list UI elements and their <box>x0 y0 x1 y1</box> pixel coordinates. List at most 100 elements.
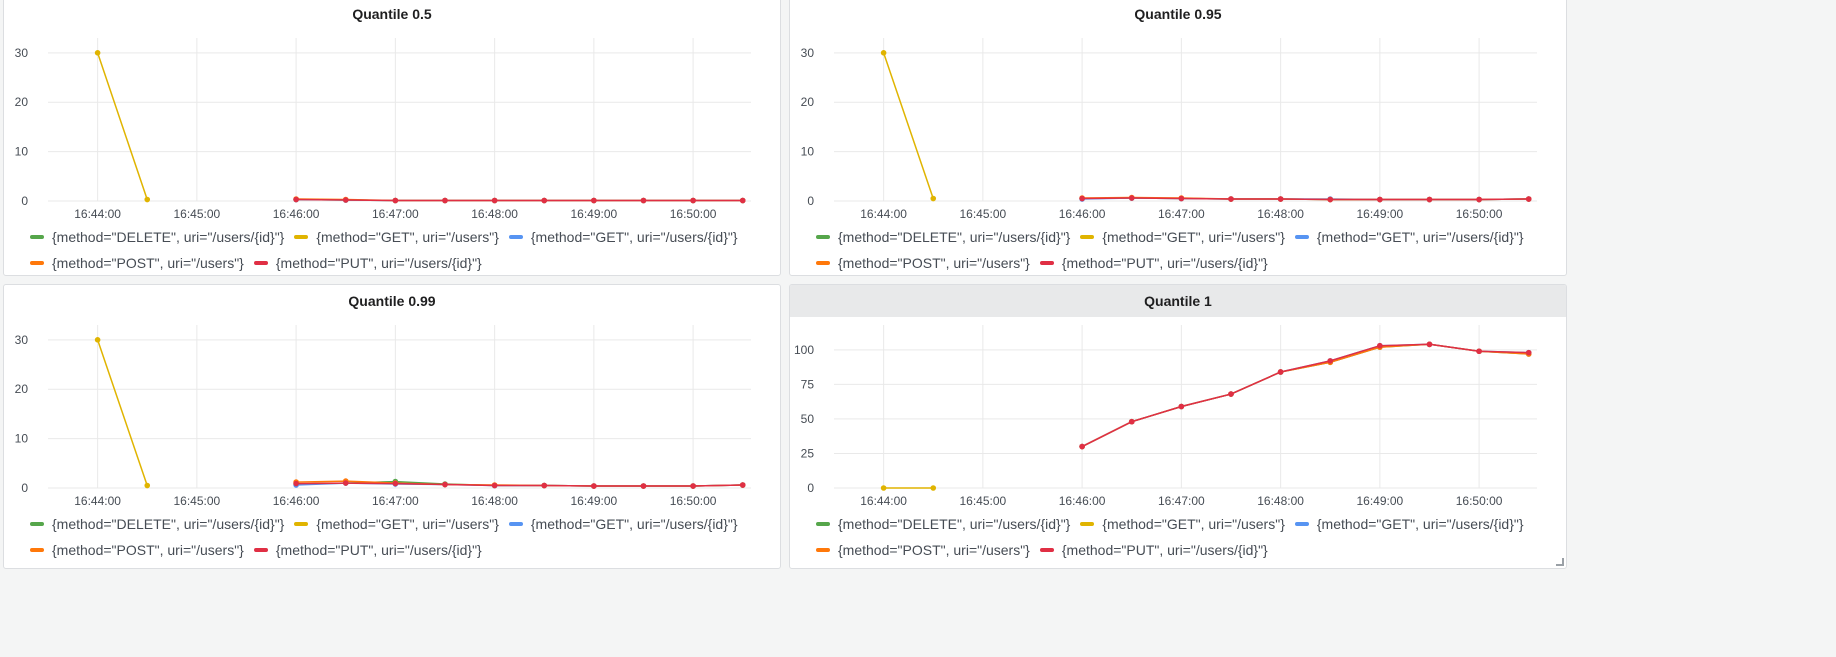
legend-swatch <box>816 522 830 526</box>
legend-item[interactable]: {method="PUT", uri="/users/{id}"} <box>1039 250 1268 275</box>
data-point <box>491 197 498 204</box>
legend-item[interactable]: {method="GET", uri="/users/{id}"} <box>508 224 738 250</box>
panel-quantile-0-99[interactable]: Quantile 0.99 16:44:00 16:45:00 16:46:00 16… <box>3 284 781 569</box>
data-point <box>293 196 299 203</box>
legend-swatch <box>30 548 44 552</box>
legend-swatch <box>816 235 830 239</box>
x-tick-label: 16:44:00 <box>74 494 121 508</box>
x-tick-label: 16:44:00 <box>860 207 907 221</box>
legend-swatch <box>816 548 830 552</box>
panel-title[interactable]: Quantile 0.5 <box>352 6 432 22</box>
legend-item[interactable]: {method="DELETE", uri="/users/{id}"} <box>816 511 1070 537</box>
legend-item[interactable]: {method="POST", uri="/users"} <box>30 250 244 275</box>
chart-plot[interactable]: 16:44:00 16:45:00 16:46:00 16:47:00 16:48:00… <box>4 317 781 508</box>
legend-label: {method="DELETE", uri="/users/{id}"} <box>52 516 285 532</box>
x-tick-label: 16:49:00 <box>1356 207 1403 221</box>
x-tick-label: 16:50:00 <box>670 494 717 508</box>
data-point <box>1327 196 1334 203</box>
data-point <box>1426 196 1433 203</box>
legend-item[interactable]: {method="GET", uri="/users"} <box>294 511 499 537</box>
legend-item[interactable]: {method="GET", uri="/users/{id}"} <box>1294 224 1524 250</box>
series-line-method-put-uri-users-id <box>296 198 743 202</box>
x-tick-label: 16:49:00 <box>570 494 617 508</box>
legend-swatch <box>508 235 523 239</box>
resize-handle[interactable] <box>1556 558 1564 566</box>
x-tick-label: 16:44:00 <box>860 494 907 508</box>
x-tick-label: 16:46:00 <box>1059 207 1106 221</box>
data-point <box>94 50 101 56</box>
legend: {method="DELETE", uri="/users/{id}"} {met… <box>816 511 1556 563</box>
legend-item[interactable]: {method="GET", uri="/users/{id}"} <box>1294 511 1524 537</box>
panel-title[interactable]: Quantile 1 <box>790 285 1566 317</box>
legend-item[interactable]: {method="POST", uri="/users"} <box>30 537 244 563</box>
data-point <box>1377 342 1383 349</box>
data-point <box>491 482 498 489</box>
data-point <box>94 337 101 343</box>
x-tick-label: 16:46:00 <box>273 494 320 508</box>
series-line-method-put-uri-users-id <box>296 482 743 487</box>
panel-quantile-0-5[interactable]: Quantile 0.5 16:44:00 16:45:00 16:46:00 16:… <box>3 0 781 276</box>
data-point <box>640 483 647 489</box>
data-point <box>930 485 937 491</box>
chart-plot[interactable]: 16:44:00 16:45:00 16:46:00 16:47:00 16:48:00… <box>790 30 1567 221</box>
legend-item[interactable]: {method="POST", uri="/users"} <box>816 537 1030 563</box>
legend-swatch <box>1294 235 1309 239</box>
legend-swatch <box>253 261 268 265</box>
legend-item[interactable]: {method="GET", uri="/users"} <box>294 224 499 250</box>
legend-swatch <box>1039 261 1054 265</box>
panel-quantile-0-95[interactable]: Quantile 0.95 16:44:00 16:45:00 16:46:00 16… <box>789 0 1567 276</box>
x-tick-label: 16:49:00 <box>570 207 617 221</box>
legend-item[interactable]: {method="PUT", uri="/users/{id}"} <box>253 250 482 275</box>
legend-label: {method="GET", uri="/users/{id}"} <box>1316 229 1524 245</box>
legend-label: {method="PUT", uri="/users/{id}"} <box>1061 255 1268 271</box>
data-point <box>442 197 448 204</box>
x-tick-label: 16:45:00 <box>174 494 221 508</box>
x-tick-label: 16:50:00 <box>1456 494 1503 508</box>
legend-label: {method="GET", uri="/users"} <box>1102 516 1285 532</box>
x-tick-label: 16:50:00 <box>670 207 717 221</box>
data-point <box>1525 349 1532 356</box>
legend-item[interactable]: {method="GET", uri="/users"} <box>1080 224 1285 250</box>
y-tick-label: 10 <box>15 432 29 446</box>
y-tick-label: 0 <box>807 481 814 495</box>
series-line-method-get-uri-users-id <box>1081 343 1529 448</box>
legend-label: {method="POST", uri="/users"} <box>52 542 244 558</box>
x-tick-label: 16:46:00 <box>1059 494 1106 508</box>
chart-plot[interactable]: 16:44:00 16:45:00 16:46:00 16:47:00 16:48:00… <box>4 30 781 221</box>
x-tick-label: 16:44:00 <box>74 207 121 221</box>
data-point <box>541 482 548 489</box>
panel-title[interactable]: Quantile 0.99 <box>348 293 436 309</box>
x-tick-label: 16:47:00 <box>372 494 419 508</box>
legend-item[interactable]: {method="GET", uri="/users"} <box>1080 511 1285 537</box>
data-point <box>739 482 746 488</box>
y-tick-label: 50 <box>801 412 815 426</box>
legend-label: {method="PUT", uri="/users/{id}"} <box>275 542 482 558</box>
legend-item[interactable]: {method="DELETE", uri="/users/{id}"} <box>30 511 284 537</box>
data-point <box>591 483 597 489</box>
data-point <box>541 197 548 204</box>
legend-item[interactable]: {method="DELETE", uri="/users/{id}"} <box>816 224 1070 250</box>
series-line-method-post-uri-users <box>1081 343 1529 448</box>
panel-quantile-1[interactable]: Quantile 1 16:44:00 16:45:00 16:46:00 16:47… <box>789 284 1567 569</box>
legend-item[interactable]: {method="POST", uri="/users"} <box>816 250 1030 275</box>
legend-label: {method="GET", uri="/users"} <box>1102 229 1285 245</box>
legend-item[interactable]: {method="PUT", uri="/users/{id}"} <box>1039 537 1268 563</box>
data-point <box>293 480 299 487</box>
legend-label: {method="DELETE", uri="/users/{id}"} <box>838 516 1071 532</box>
legend: {method="DELETE", uri="/users/{id}"} {met… <box>30 511 770 563</box>
x-tick-label: 16:46:00 <box>273 207 320 221</box>
panel-title[interactable]: Quantile 0.95 <box>1134 6 1222 22</box>
data-point <box>880 50 887 56</box>
x-tick-label: 16:45:00 <box>174 207 221 221</box>
legend-item[interactable]: {method="DELETE", uri="/users/{id}"} <box>30 224 284 250</box>
x-tick-label: 16:48:00 <box>1257 494 1304 508</box>
legend-swatch <box>294 235 309 239</box>
legend-label: {method="GET", uri="/users/{id}"} <box>1316 516 1524 532</box>
legend-item[interactable]: {method="GET", uri="/users/{id}"} <box>508 511 738 537</box>
x-tick-label: 16:49:00 <box>1356 494 1403 508</box>
chart-plot[interactable]: 16:44:00 16:45:00 16:46:00 16:47:00 16:48:00… <box>790 317 1567 508</box>
y-tick-label: 0 <box>21 481 28 495</box>
legend-item[interactable]: {method="PUT", uri="/users/{id}"} <box>253 537 482 563</box>
legend: {method="DELETE", uri="/users/{id}"} {met… <box>816 224 1556 275</box>
data-point <box>1426 341 1433 348</box>
